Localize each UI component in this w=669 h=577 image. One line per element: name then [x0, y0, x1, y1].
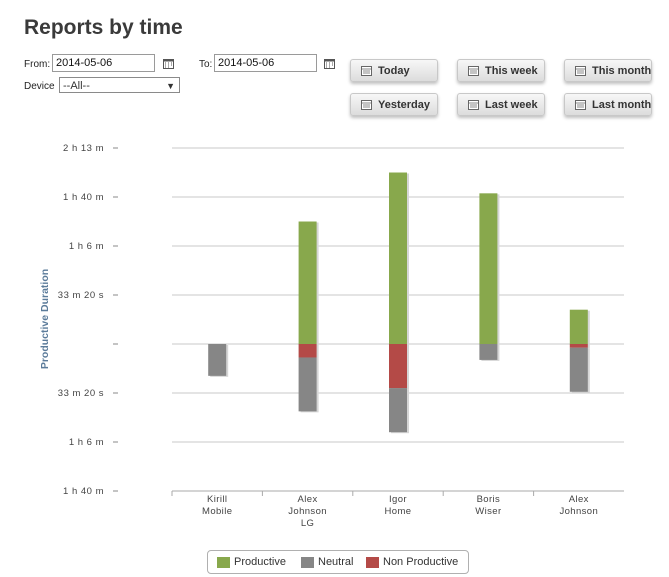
legend-swatch-non-productive	[366, 557, 379, 568]
page-title: Reports by time	[24, 16, 183, 39]
x-tick-label: Boris	[477, 494, 501, 505]
x-tick-label: Johnson	[559, 506, 598, 517]
bar-segment	[298, 344, 317, 358]
this-month-button-label: This month	[592, 65, 652, 77]
x-tick-label: Alex	[298, 494, 318, 505]
yesterday-button[interactable]: Yesterday	[350, 93, 438, 116]
to-label: To:	[199, 59, 213, 70]
y-tick-label: 2 h 13 m	[63, 143, 104, 154]
device-label: Device	[24, 81, 55, 92]
y-tick-label: 1 h 40 m	[63, 192, 104, 203]
calendar-icon	[468, 66, 479, 79]
bar-segment	[389, 344, 407, 389]
from-label: From:	[24, 59, 51, 70]
x-tick-label: Mobile	[202, 506, 232, 517]
today-button[interactable]: Today	[350, 59, 438, 82]
legend-swatch-neutral	[301, 557, 314, 568]
legend-swatch-productive	[217, 557, 230, 568]
from-calendar-icon[interactable]	[163, 59, 174, 69]
bar-segment	[479, 193, 498, 344]
device-select-value: --All--	[63, 80, 90, 92]
to-calendar-icon[interactable]	[324, 59, 335, 69]
x-tick-label: Igor	[389, 494, 407, 505]
x-tick-label: Johnson	[288, 506, 327, 517]
chart-legend: Productive Neutral Non Productive	[207, 550, 469, 574]
x-tick-label: Home	[385, 506, 412, 517]
legend-label-neutral[interactable]: Neutral	[318, 556, 354, 568]
yesterday-button-label: Yesterday	[378, 99, 430, 111]
y-tick-label: 1 h 6 m	[69, 437, 104, 448]
this-month-button[interactable]: This month	[564, 59, 652, 82]
dropdown-arrow-icon: ▼	[166, 81, 175, 91]
last-week-button-label: Last week	[485, 99, 538, 111]
bar-segment	[479, 344, 498, 360]
from-date-input[interactable]	[52, 54, 155, 72]
calendar-icon	[575, 66, 586, 79]
legend-label-non-productive[interactable]: Non Productive	[383, 556, 459, 568]
bar-segment	[569, 309, 588, 344]
last-week-button[interactable]: Last week	[457, 93, 545, 116]
x-tick-label: Kirill	[207, 494, 227, 505]
calendar-icon	[468, 100, 479, 113]
this-week-button[interactable]: This week	[457, 59, 545, 82]
bar-segment	[569, 344, 588, 348]
x-tick-label: LG	[301, 518, 314, 529]
y-tick-label: 1 h 6 m	[69, 241, 104, 252]
x-tick-label: Wiser	[475, 506, 501, 517]
duration-chart: 2 h 13 m 1 h 40 m 1 h 6 m 33 m 20 s 33 m 20 …	[39, 143, 624, 529]
last-month-button[interactable]: Last month	[564, 93, 652, 116]
y-axis-label: Productive Duration	[39, 269, 51, 369]
bar-segment	[389, 388, 407, 433]
device-select[interactable]: --All-- ▼	[59, 77, 180, 93]
y-tick-label: 33 m 20 s	[58, 388, 104, 399]
bar-segment	[569, 347, 588, 392]
calendar-icon	[361, 66, 372, 79]
this-week-button-label: This week	[485, 65, 538, 77]
today-button-label: Today	[378, 65, 410, 77]
legend-label-productive[interactable]: Productive	[234, 556, 286, 568]
last-month-button-label: Last month	[592, 99, 652, 111]
bar-segment	[389, 172, 407, 344]
y-tick-label: 33 m 20 s	[58, 290, 104, 301]
to-date-input[interactable]	[214, 54, 317, 72]
calendar-icon	[361, 100, 372, 113]
bar-segment	[208, 344, 227, 376]
x-tick-label: Alex	[569, 494, 589, 505]
bar-segment	[298, 357, 317, 412]
calendar-icon	[575, 100, 586, 113]
bar-segment	[298, 221, 317, 344]
y-tick-label: 1 h 40 m	[63, 486, 104, 497]
